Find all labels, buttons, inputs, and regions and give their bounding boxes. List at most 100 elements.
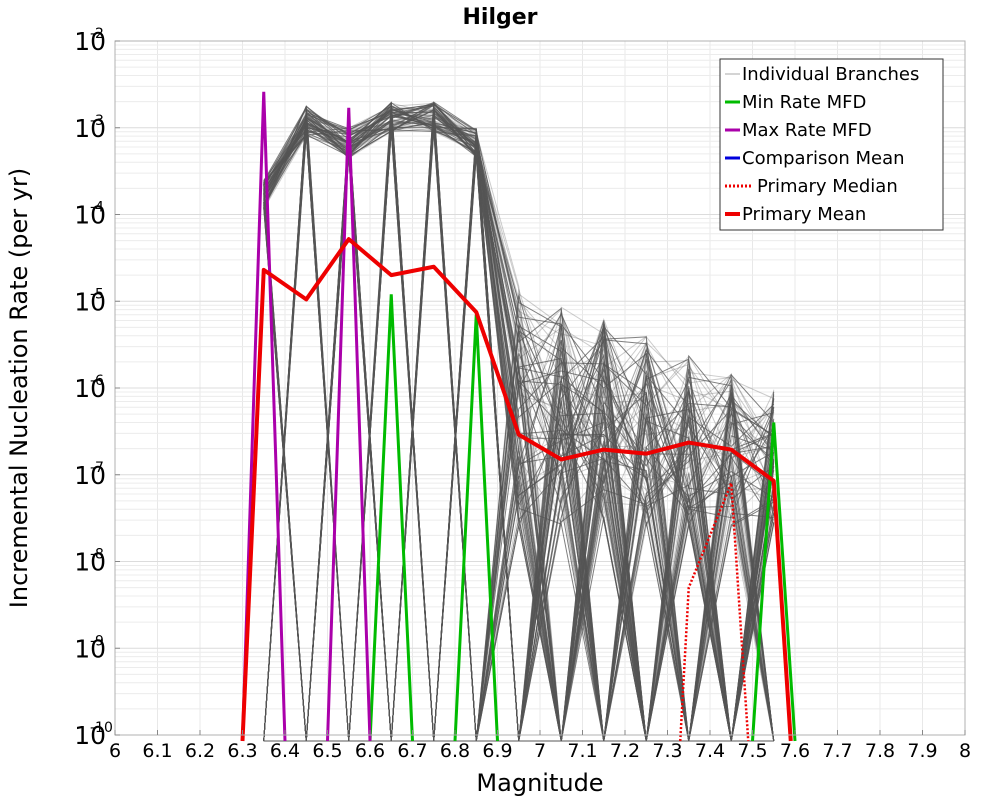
y-tick-exponent: -5 xyxy=(90,286,104,302)
branch-line xyxy=(263,111,775,742)
x-tick-label: 8 xyxy=(959,740,971,762)
legend-label: Primary Mean xyxy=(742,204,866,225)
y-tick-exponent: -4 xyxy=(90,200,104,216)
x-tick-label: 6.8 xyxy=(440,740,470,762)
x-tick-label: 6 xyxy=(109,740,121,762)
summary-lines xyxy=(240,91,797,742)
x-tick-label: 6.7 xyxy=(397,740,427,762)
x-tick-label: 7.8 xyxy=(865,740,895,762)
y-tick-label: 10 xyxy=(74,374,106,403)
y-axis-label: Incremental Nucleation Rate (per yr) xyxy=(5,168,33,608)
branch-line xyxy=(263,131,774,742)
x-axis-label: Magnitude xyxy=(476,769,603,797)
branch-line xyxy=(263,130,775,742)
y-tick-label: 10 xyxy=(74,548,106,577)
x-tick-label: 6.3 xyxy=(227,740,257,762)
x-tick-label: 7 xyxy=(534,740,546,762)
branch-line xyxy=(263,130,774,742)
x-tick-label: 6.6 xyxy=(355,740,385,762)
branch-line xyxy=(263,123,774,742)
branch-line xyxy=(263,121,775,742)
min-rate-mfd-line xyxy=(751,422,797,742)
x-tick-label: 6.1 xyxy=(142,740,172,762)
branch-line xyxy=(263,103,775,742)
branch-line xyxy=(263,133,775,742)
x-tick-label: 7.2 xyxy=(610,740,640,762)
branch-line xyxy=(263,153,774,742)
y-tick-exponent: -10 xyxy=(90,720,113,736)
y-tick-label: 10 xyxy=(74,634,106,663)
branch-line xyxy=(263,105,774,742)
branch-line xyxy=(263,119,775,742)
branch-line xyxy=(263,107,775,742)
branch-line xyxy=(263,120,775,742)
branch-line xyxy=(263,110,775,742)
branch-line xyxy=(263,114,775,742)
x-tick-label: 7.9 xyxy=(907,740,937,762)
branch-line xyxy=(263,113,775,742)
legend-label: Primary Median xyxy=(757,176,898,197)
branch-line xyxy=(263,108,775,742)
x-tick-label: 6.9 xyxy=(482,740,512,762)
x-tick-label: 7.5 xyxy=(737,740,767,762)
branch-line xyxy=(263,121,775,742)
max-rate-mfd-line xyxy=(326,107,372,742)
branch-line xyxy=(263,113,774,742)
legend-box xyxy=(719,58,944,231)
primary-median-line xyxy=(679,482,750,742)
branch-line xyxy=(263,117,774,742)
y-tick-exponent: -2 xyxy=(90,26,104,42)
y-tick-label: 10 xyxy=(74,461,106,490)
x-tick-label: 7.6 xyxy=(780,740,810,762)
branch-line xyxy=(263,112,774,742)
y-tick-exponent: -7 xyxy=(90,460,104,476)
branch-line xyxy=(263,103,775,742)
branch-line xyxy=(263,130,775,742)
x-tick-label: 7.1 xyxy=(567,740,597,762)
primary-mean-line xyxy=(240,237,793,742)
y-tick-label: 10 xyxy=(74,27,106,56)
branch-line xyxy=(263,121,775,742)
legend-label: Min Rate MFD xyxy=(742,92,866,113)
x-tick-label: 7.4 xyxy=(695,740,725,762)
branch-line xyxy=(263,106,775,742)
branch-line xyxy=(263,101,774,742)
branch-line xyxy=(263,118,774,742)
branch-line xyxy=(263,111,775,742)
branch-line xyxy=(263,108,775,742)
chart-title: Hilger xyxy=(462,5,537,30)
y-tick-label: 10 xyxy=(74,114,106,143)
branch-line xyxy=(263,130,775,742)
max-rate-mfd-line xyxy=(241,91,287,742)
min-rate-mfd-line xyxy=(368,294,414,742)
y-tick-label: 10 xyxy=(74,721,106,750)
x-tick-label: 7.3 xyxy=(652,740,682,762)
x-tick-label: 6.4 xyxy=(270,740,300,762)
branch-line xyxy=(263,113,775,742)
x-tick-label: 6.5 xyxy=(312,740,342,762)
y-tick-label: 10 xyxy=(74,287,106,316)
x-tick-label: 6.2 xyxy=(185,740,215,762)
branch-line xyxy=(263,104,775,742)
y-tick-exponent: -8 xyxy=(90,547,104,563)
legend-label: Individual Branches xyxy=(742,64,919,85)
legend-label: Max Rate MFD xyxy=(742,120,872,141)
branch-line xyxy=(263,123,774,742)
y-tick-exponent: -3 xyxy=(90,113,104,129)
y-tick-label: 10 xyxy=(74,201,106,230)
branch-line xyxy=(263,124,775,742)
x-ticks: 6 6.1 6.2 6.3 6.4 6.5 6.6 6.7 6.8 6.9 7 7.1 7.2 7.3 7.… xyxy=(109,730,971,762)
y-tick-exponent: -6 xyxy=(90,373,104,389)
branch-line xyxy=(263,126,775,742)
branch-line xyxy=(263,106,775,742)
legend: Individual Branches Min Rate MFD Max Rate … xyxy=(719,58,944,231)
branch-line xyxy=(263,118,775,742)
branch-line xyxy=(263,105,774,742)
branch-line xyxy=(263,102,775,742)
legend-label: Comparison Mean xyxy=(742,148,905,169)
x-tick-label: 7.7 xyxy=(822,740,852,762)
branch-line xyxy=(263,120,775,742)
branch-line xyxy=(263,112,775,742)
